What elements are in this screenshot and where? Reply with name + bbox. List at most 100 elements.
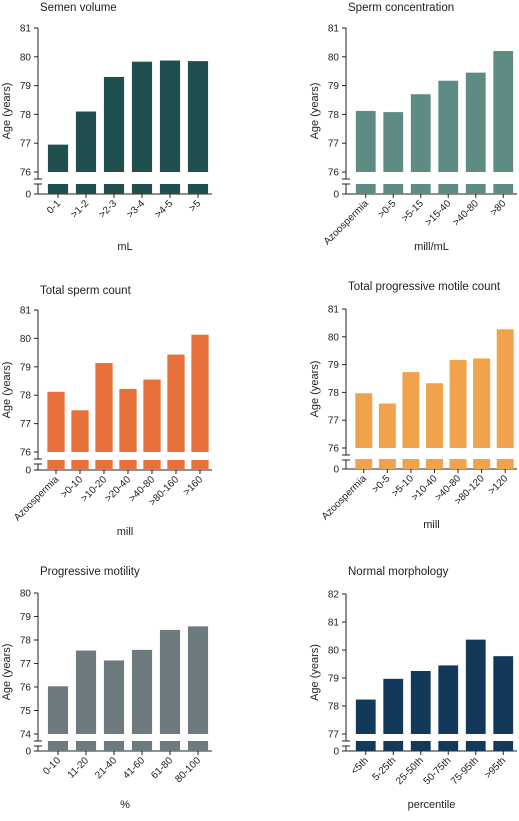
y-tick-label: 77 (20, 139, 32, 150)
bar-base (103, 741, 125, 751)
chart-title: Total progressive motile count (348, 281, 501, 293)
bar-base (378, 459, 396, 469)
y-tick-label: 80 (328, 646, 340, 657)
x-tick-label: <5th (349, 755, 371, 777)
bar (131, 61, 153, 172)
bar (402, 372, 420, 448)
bar-base (47, 741, 69, 751)
y-tick-label: 76 (20, 448, 32, 459)
y-tick-label: 78 (20, 636, 32, 647)
bar (159, 60, 181, 172)
x-tick-label: Azoospermia (12, 474, 61, 523)
x-tick-label: >160 (181, 474, 205, 498)
bar-base (103, 184, 125, 194)
bar-base (438, 184, 459, 194)
y-tick-label: 78 (328, 388, 340, 399)
bar (465, 72, 486, 172)
chart-panel: Sperm concentration 81 80 79 78 77 76 0 Age (yea… (309, 2, 517, 253)
x-tick-label: >4-5 (153, 198, 175, 220)
bar-base (383, 741, 404, 751)
y-axis-label: Age (years) (309, 361, 321, 418)
chart-panel: Normal morphology 82 81 80 79 78 77 0 Age (years… (309, 566, 517, 811)
x-tick-label: >120 (487, 473, 511, 497)
y-tick-label: 78 (328, 110, 340, 121)
chart-panel: Total sperm count 81 80 79 78 77 76 0 Age (years… (1, 285, 212, 538)
bar-base (159, 741, 181, 751)
bar-base (167, 460, 185, 470)
x-axis-label: mill (117, 526, 134, 538)
bar (187, 626, 209, 734)
y-tick-label: 80 (20, 52, 32, 63)
x-tick-label: Azoospermia (322, 198, 371, 247)
bar (355, 699, 376, 734)
x-tick-label: >0-5 (376, 198, 398, 220)
bar-base (95, 460, 113, 470)
y-tick-label: 76 (328, 444, 340, 455)
y-tick-label: 76 (20, 168, 32, 179)
y-tick-label: 81 (328, 305, 340, 316)
bar (159, 629, 181, 734)
x-axis-label: mill (423, 519, 440, 531)
x-tick-label: >40-80 (451, 198, 481, 228)
bar (187, 61, 209, 173)
bar (47, 391, 65, 452)
x-tick-label: Azoospermia (320, 473, 369, 522)
x-axis-label: mL (117, 241, 132, 253)
bar-base (119, 460, 137, 470)
y-tick-label: 77 (328, 139, 340, 150)
bar (47, 686, 69, 734)
y-tick-label: 80 (328, 332, 340, 343)
bar (47, 144, 69, 172)
bar (473, 358, 491, 448)
x-axis-label: % (120, 799, 130, 811)
y-tick-label: 77 (20, 419, 32, 430)
y-tick-label: 77 (328, 730, 340, 741)
x-tick-label: 61-80 (149, 755, 175, 781)
bar (119, 388, 137, 452)
bar-base (383, 184, 404, 194)
y-tick-label: 81 (20, 306, 32, 317)
y-axis-label: Age (years) (1, 362, 13, 419)
bar-base (47, 460, 65, 470)
bar (103, 660, 125, 734)
bar-base (493, 741, 514, 751)
x-tick-label: 0-10 (41, 755, 63, 777)
bar-base (75, 741, 97, 751)
bar (131, 649, 153, 734)
bar-base (71, 460, 89, 470)
x-tick-label: 21-40 (93, 755, 119, 781)
bar-base (355, 741, 376, 751)
y-tick-label: 0 (25, 190, 31, 201)
y-axis-label: Age (years) (1, 83, 13, 140)
bar-base (131, 741, 153, 751)
x-tick-label: 50-75th (422, 755, 454, 787)
bar (496, 329, 514, 448)
y-tick-label: 74 (20, 730, 32, 741)
x-tick-label: >20-40 (103, 474, 133, 504)
y-tick-label: 0 (25, 747, 31, 758)
y-tick-label: 81 (328, 618, 340, 629)
x-tick-label: 75-95th (449, 755, 481, 787)
y-tick-label: 78 (328, 702, 340, 713)
bar (103, 76, 125, 172)
bar (75, 650, 97, 734)
bar-base (187, 184, 209, 194)
y-axis-label: Age (years) (309, 644, 321, 701)
x-tick-label: 11-20 (66, 755, 92, 781)
bar-base (191, 460, 209, 470)
y-tick-label: 79 (20, 612, 32, 623)
bar-base (426, 459, 443, 469)
chart-title: Semen volume (40, 2, 117, 14)
bar (426, 383, 443, 448)
bar (493, 656, 514, 734)
y-tick-label: 0 (25, 466, 31, 477)
bar-base (355, 184, 376, 194)
bar-base (438, 741, 459, 751)
x-tick-label: >15-40 (423, 198, 453, 228)
y-tick-label: 78 (20, 110, 32, 121)
bar-base (75, 184, 97, 194)
chart-title: Progressive motility (40, 566, 140, 578)
y-axis-label: Age (years) (309, 83, 321, 140)
x-tick-label: 0-1 (45, 198, 63, 216)
y-axis-label: Age (years) (1, 644, 13, 701)
